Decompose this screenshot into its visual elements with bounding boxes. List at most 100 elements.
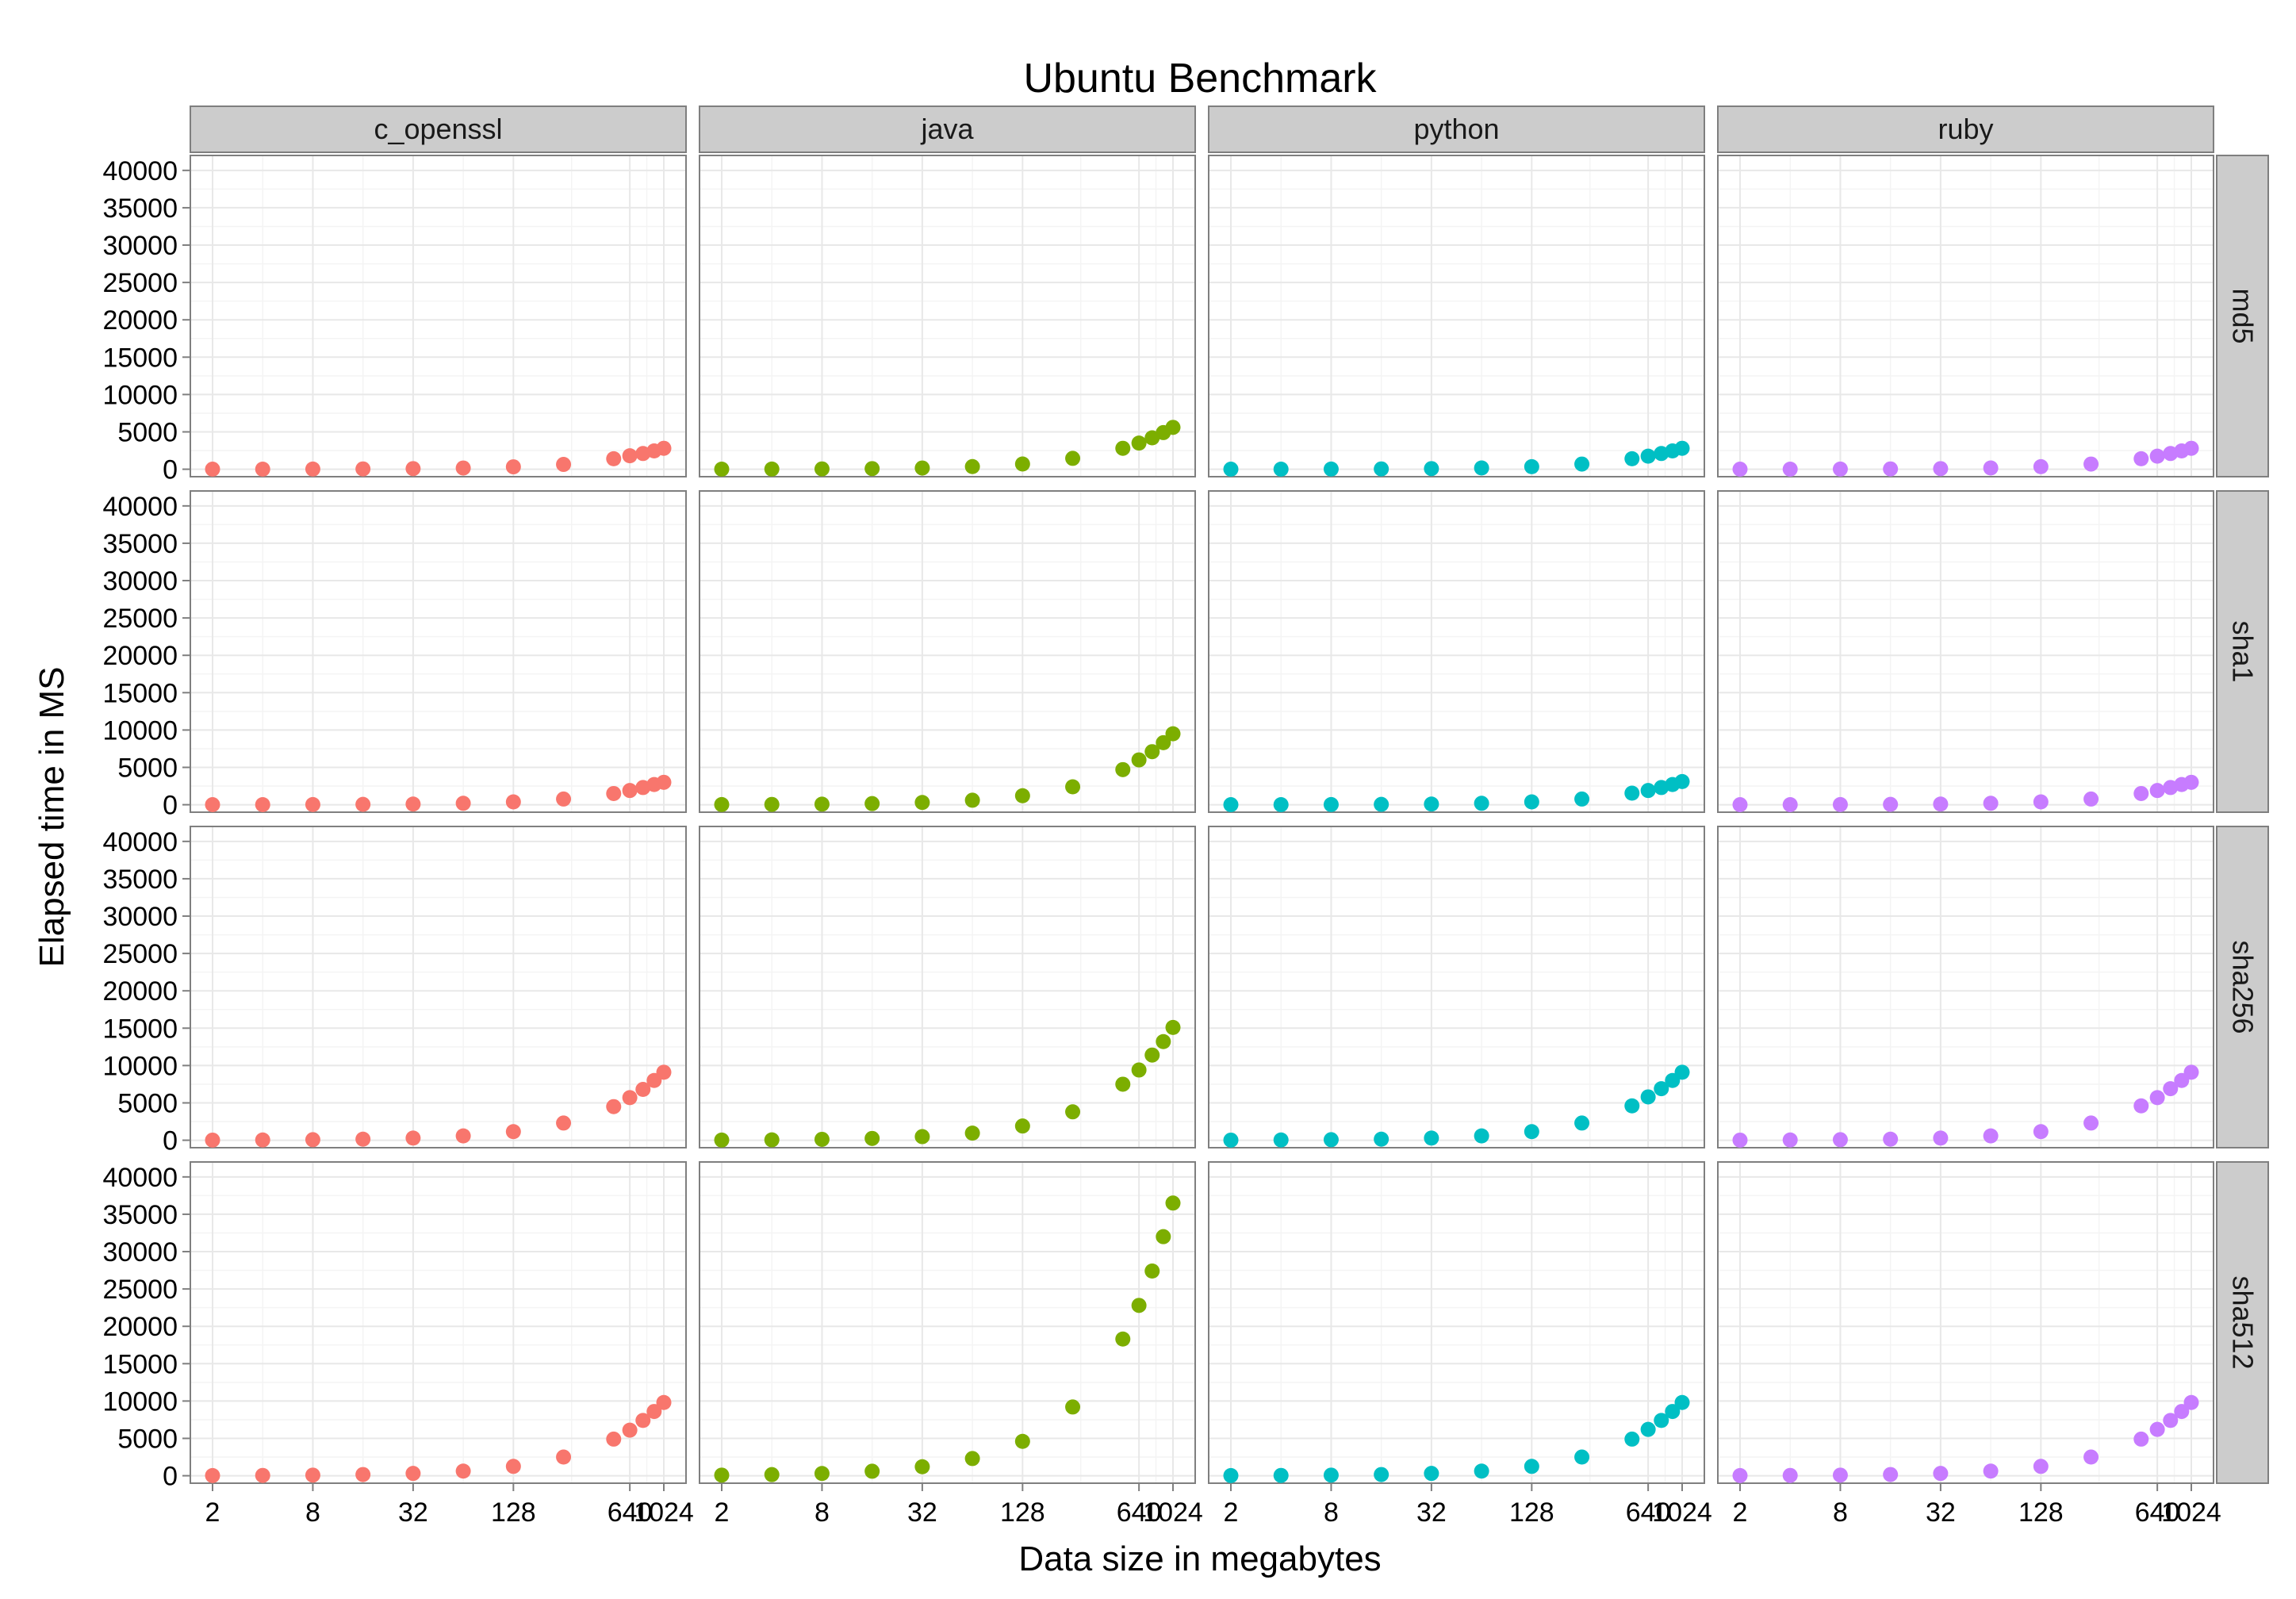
column-strip-label: java: [920, 113, 974, 145]
data-point-md5-java-4: [764, 461, 780, 477]
data-point-md5-python-256: [1574, 456, 1590, 472]
panel-border: [699, 155, 1196, 477]
y-tick-label: 15000: [102, 343, 178, 373]
panel-background: [1208, 155, 1705, 477]
data-point-sha256-ruby-16: [1883, 1131, 1899, 1147]
data-point-sha256-python-512: [1624, 1098, 1640, 1114]
y-tick-label: 40000: [102, 827, 178, 857]
data-point-sha1-c_openssl-64: [455, 796, 471, 811]
data-point-sha512-python-8: [1323, 1467, 1339, 1483]
panel-border: [1208, 826, 1705, 1148]
x-tick-label: 640: [1626, 1497, 1671, 1528]
data-point-md5-java-1024: [1165, 420, 1181, 435]
column-strip-background: [190, 105, 687, 153]
data-point-sha512-java-640: [1131, 1298, 1147, 1313]
data-point-sha256-ruby-64: [1983, 1128, 1999, 1144]
data-point-md5-c_openssl-8: [305, 461, 320, 477]
y-tick-label: 5000: [117, 417, 178, 447]
panel-background: [699, 1161, 1196, 1484]
panel-md5-java: [699, 155, 1196, 477]
x-tick-label: 8: [815, 1497, 830, 1528]
data-point-sha1-java-256: [1065, 779, 1081, 795]
panel-border: [1208, 155, 1705, 477]
data-point-sha256-java-512: [1115, 1076, 1131, 1092]
data-point-sha1-java-64: [964, 792, 980, 808]
panels-layer: c_openssl java python ruby md5 sha1 sha256 sha5…: [102, 105, 2269, 1528]
data-point-sha1-java-8: [814, 796, 830, 812]
data-point-md5-ruby-256: [2083, 456, 2099, 472]
panel-border: [190, 490, 687, 813]
data-point-sha512-c_openssl-256: [556, 1449, 572, 1465]
panel-background: [190, 490, 687, 813]
data-point-sha1-ruby-16: [1883, 796, 1899, 812]
y-tick-label: 20000: [102, 1312, 178, 1342]
data-point-sha256-ruby-768: [2163, 1081, 2179, 1097]
data-point-md5-c_openssl-640: [622, 448, 638, 464]
data-point-sha1-java-640: [1131, 752, 1147, 768]
data-point-sha512-java-4: [764, 1467, 780, 1482]
panel-border: [699, 1161, 1196, 1484]
data-point-sha256-c_openssl-640: [622, 1090, 638, 1106]
data-point-md5-java-640: [1131, 435, 1147, 451]
data-point-sha1-ruby-128: [2033, 794, 2049, 810]
data-point-md5-python-512: [1624, 451, 1640, 466]
data-point-md5-python-2: [1223, 462, 1239, 477]
data-point-sha1-java-16: [864, 796, 880, 811]
data-point-md5-python-16: [1374, 461, 1389, 477]
data-point-sha1-ruby-640: [2149, 783, 2165, 799]
x-tick-label: 640: [608, 1497, 653, 1528]
data-point-sha256-python-768: [1654, 1081, 1669, 1097]
data-point-sha1-java-512: [1115, 761, 1131, 777]
data-point-sha512-python-512: [1624, 1431, 1640, 1447]
data-point-sha512-java-896: [1156, 1229, 1171, 1244]
y-tick-label: 20000: [102, 305, 178, 336]
data-point-sha512-ruby-2: [1732, 1467, 1748, 1483]
data-point-sha512-java-64: [964, 1451, 980, 1467]
column-strip-background: [1208, 105, 1705, 153]
y-tick-label: 0: [163, 791, 178, 821]
data-point-sha512-ruby-1024: [2183, 1394, 2199, 1410]
column-strip-c_openssl: c_openssl: [190, 105, 687, 153]
panel-md5-python: [1208, 155, 1705, 477]
data-point-sha512-java-768: [1144, 1263, 1160, 1279]
data-point-sha512-java-2: [714, 1467, 730, 1483]
chart-title: Ubuntu Benchmark: [1023, 56, 1377, 102]
panel-background: [699, 490, 1196, 813]
x-tick-label: 128: [1000, 1497, 1045, 1528]
data-point-md5-c_openssl-1024: [656, 440, 672, 456]
panel-md5-c_openssl: [190, 155, 687, 477]
data-point-sha512-ruby-4: [1782, 1467, 1798, 1483]
x-tick-label: 2: [1224, 1497, 1239, 1528]
data-point-md5-java-128: [1014, 456, 1030, 472]
y-tick-label: 5000: [117, 1424, 178, 1454]
data-point-sha256-python-4: [1273, 1132, 1289, 1148]
data-point-sha256-c_openssl-2: [205, 1132, 220, 1148]
column-strip-background: [699, 105, 1196, 153]
data-point-sha512-c_openssl-2: [205, 1467, 220, 1483]
data-point-md5-java-8: [814, 461, 830, 477]
row-strip-label: sha256: [2227, 940, 2260, 1033]
data-point-md5-python-8: [1323, 461, 1339, 477]
y-tick-label: 30000: [102, 902, 178, 932]
data-point-sha256-java-640: [1131, 1062, 1147, 1078]
data-point-md5-ruby-512: [2133, 451, 2149, 466]
row-strip-label: sha512: [2227, 1275, 2260, 1369]
column-strip-ruby: ruby: [1717, 105, 2214, 153]
panel-background: [1717, 155, 2214, 477]
panel-background: [190, 155, 687, 477]
panel-border: [699, 490, 1196, 813]
data-point-sha512-c_openssl-4: [255, 1467, 270, 1483]
y-tick-label: 20000: [102, 641, 178, 671]
data-point-md5-python-128: [1524, 458, 1539, 474]
data-point-sha1-c_openssl-2: [205, 797, 220, 813]
y-axis-sha512: 0 5000 10000 15000 20000 25000 30000 35000 40000: [102, 1163, 190, 1492]
panel-sha1-ruby: [1717, 490, 2214, 813]
y-tick-label: 15000: [102, 678, 178, 708]
data-point-sha512-python-64: [1474, 1463, 1489, 1479]
row-strip-sha512: sha512: [2216, 1161, 2269, 1484]
data-point-sha512-ruby-8: [1832, 1467, 1848, 1483]
data-point-sha512-c_openssl-128: [505, 1459, 521, 1474]
data-point-sha1-python-32: [1424, 796, 1439, 812]
y-tick-label: 35000: [102, 1200, 178, 1230]
data-point-sha256-python-32: [1424, 1130, 1439, 1146]
